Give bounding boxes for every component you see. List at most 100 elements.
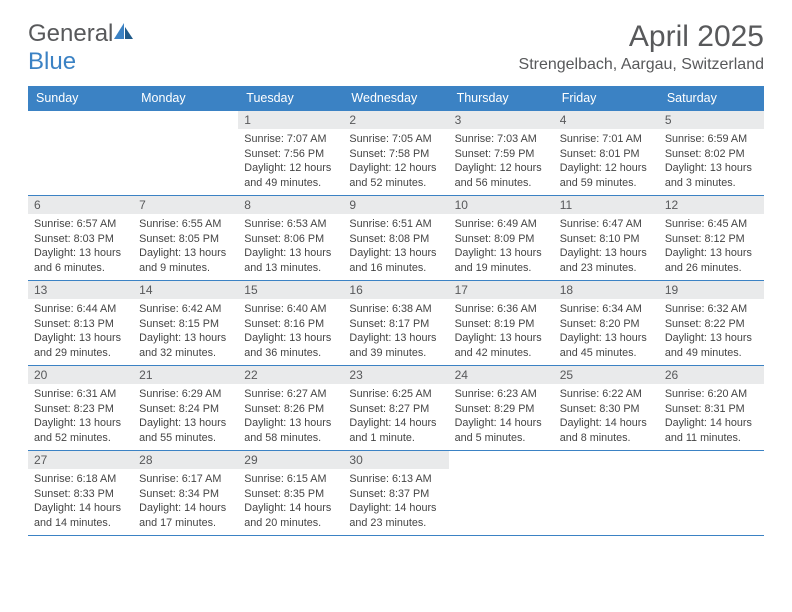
day-number: 9 bbox=[343, 196, 448, 214]
day-number: 24 bbox=[449, 366, 554, 384]
calendar-table: SundayMondayTuesdayWednesdayThursdayFrid… bbox=[28, 86, 764, 536]
day-details: Sunrise: 6:59 AMSunset: 8:02 PMDaylight:… bbox=[659, 129, 764, 194]
day-number: 6 bbox=[28, 196, 133, 214]
day-details: Sunrise: 7:01 AMSunset: 8:01 PMDaylight:… bbox=[554, 129, 659, 194]
calendar-day-cell bbox=[28, 111, 133, 196]
calendar-day-cell: 20Sunrise: 6:31 AMSunset: 8:23 PMDayligh… bbox=[28, 366, 133, 451]
day-number: 5 bbox=[659, 111, 764, 129]
day-details: Sunrise: 6:34 AMSunset: 8:20 PMDaylight:… bbox=[554, 299, 659, 364]
day-number: 1 bbox=[238, 111, 343, 129]
day-number: 3 bbox=[449, 111, 554, 129]
calendar-day-cell: 4Sunrise: 7:01 AMSunset: 8:01 PMDaylight… bbox=[554, 111, 659, 196]
weekday-header: Saturday bbox=[659, 86, 764, 111]
day-number: 28 bbox=[133, 451, 238, 469]
day-number: 20 bbox=[28, 366, 133, 384]
day-number: 10 bbox=[449, 196, 554, 214]
calendar-day-cell: 2Sunrise: 7:05 AMSunset: 7:58 PMDaylight… bbox=[343, 111, 448, 196]
calendar-day-cell: 7Sunrise: 6:55 AMSunset: 8:05 PMDaylight… bbox=[133, 196, 238, 281]
brand-text: GeneralBlue bbox=[28, 20, 135, 76]
day-number: 22 bbox=[238, 366, 343, 384]
day-number: 14 bbox=[133, 281, 238, 299]
sail-icon bbox=[113, 21, 135, 41]
calendar-day-cell: 11Sunrise: 6:47 AMSunset: 8:10 PMDayligh… bbox=[554, 196, 659, 281]
day-number: 12 bbox=[659, 196, 764, 214]
day-details: Sunrise: 6:45 AMSunset: 8:12 PMDaylight:… bbox=[659, 214, 764, 279]
brand-part2: Blue bbox=[28, 48, 76, 75]
calendar-week-row: 27Sunrise: 6:18 AMSunset: 8:33 PMDayligh… bbox=[28, 451, 764, 536]
day-number: 18 bbox=[554, 281, 659, 299]
calendar-day-cell: 27Sunrise: 6:18 AMSunset: 8:33 PMDayligh… bbox=[28, 451, 133, 536]
calendar-day-cell: 3Sunrise: 7:03 AMSunset: 7:59 PMDaylight… bbox=[449, 111, 554, 196]
day-details: Sunrise: 6:51 AMSunset: 8:08 PMDaylight:… bbox=[343, 214, 448, 279]
brand-logo: GeneralBlue bbox=[28, 20, 135, 76]
day-details: Sunrise: 7:05 AMSunset: 7:58 PMDaylight:… bbox=[343, 129, 448, 194]
day-details: Sunrise: 7:07 AMSunset: 7:56 PMDaylight:… bbox=[238, 129, 343, 194]
day-details: Sunrise: 6:31 AMSunset: 8:23 PMDaylight:… bbox=[28, 384, 133, 449]
calendar-day-cell: 25Sunrise: 6:22 AMSunset: 8:30 PMDayligh… bbox=[554, 366, 659, 451]
month-title: April 2025 bbox=[519, 20, 764, 54]
calendar-day-cell: 26Sunrise: 6:20 AMSunset: 8:31 PMDayligh… bbox=[659, 366, 764, 451]
calendar-week-row: 1Sunrise: 7:07 AMSunset: 7:56 PMDaylight… bbox=[28, 111, 764, 196]
day-number: 11 bbox=[554, 196, 659, 214]
day-details: Sunrise: 7:03 AMSunset: 7:59 PMDaylight:… bbox=[449, 129, 554, 194]
calendar-day-cell bbox=[449, 451, 554, 536]
day-details: Sunrise: 6:25 AMSunset: 8:27 PMDaylight:… bbox=[343, 384, 448, 449]
day-details: Sunrise: 6:22 AMSunset: 8:30 PMDaylight:… bbox=[554, 384, 659, 449]
calendar-day-cell: 21Sunrise: 6:29 AMSunset: 8:24 PMDayligh… bbox=[133, 366, 238, 451]
calendar-day-cell: 9Sunrise: 6:51 AMSunset: 8:08 PMDaylight… bbox=[343, 196, 448, 281]
day-details: Sunrise: 6:20 AMSunset: 8:31 PMDaylight:… bbox=[659, 384, 764, 449]
calendar-week-row: 6Sunrise: 6:57 AMSunset: 8:03 PMDaylight… bbox=[28, 196, 764, 281]
calendar-day-cell bbox=[133, 111, 238, 196]
weekday-header: Friday bbox=[554, 86, 659, 111]
day-details: Sunrise: 6:53 AMSunset: 8:06 PMDaylight:… bbox=[238, 214, 343, 279]
day-number: 26 bbox=[659, 366, 764, 384]
day-number: 19 bbox=[659, 281, 764, 299]
calendar-day-cell: 19Sunrise: 6:32 AMSunset: 8:22 PMDayligh… bbox=[659, 281, 764, 366]
day-details: Sunrise: 6:27 AMSunset: 8:26 PMDaylight:… bbox=[238, 384, 343, 449]
title-block: April 2025 Strengelbach, Aargau, Switzer… bbox=[519, 20, 764, 74]
day-number: 17 bbox=[449, 281, 554, 299]
weekday-header: Monday bbox=[133, 86, 238, 111]
calendar-day-cell: 5Sunrise: 6:59 AMSunset: 8:02 PMDaylight… bbox=[659, 111, 764, 196]
calendar-day-cell: 14Sunrise: 6:42 AMSunset: 8:15 PMDayligh… bbox=[133, 281, 238, 366]
day-details: Sunrise: 6:29 AMSunset: 8:24 PMDaylight:… bbox=[133, 384, 238, 449]
day-details: Sunrise: 6:49 AMSunset: 8:09 PMDaylight:… bbox=[449, 214, 554, 279]
calendar-day-cell: 8Sunrise: 6:53 AMSunset: 8:06 PMDaylight… bbox=[238, 196, 343, 281]
day-details: Sunrise: 6:55 AMSunset: 8:05 PMDaylight:… bbox=[133, 214, 238, 279]
day-details: Sunrise: 6:38 AMSunset: 8:17 PMDaylight:… bbox=[343, 299, 448, 364]
calendar-day-cell: 29Sunrise: 6:15 AMSunset: 8:35 PMDayligh… bbox=[238, 451, 343, 536]
weekday-header: Thursday bbox=[449, 86, 554, 111]
calendar-day-cell: 16Sunrise: 6:38 AMSunset: 8:17 PMDayligh… bbox=[343, 281, 448, 366]
calendar-day-cell: 10Sunrise: 6:49 AMSunset: 8:09 PMDayligh… bbox=[449, 196, 554, 281]
weekday-header: Sunday bbox=[28, 86, 133, 111]
calendar-day-cell: 30Sunrise: 6:13 AMSunset: 8:37 PMDayligh… bbox=[343, 451, 448, 536]
day-details: Sunrise: 6:32 AMSunset: 8:22 PMDaylight:… bbox=[659, 299, 764, 364]
day-number: 7 bbox=[133, 196, 238, 214]
day-details: Sunrise: 6:47 AMSunset: 8:10 PMDaylight:… bbox=[554, 214, 659, 279]
day-number: 2 bbox=[343, 111, 448, 129]
day-number: 13 bbox=[28, 281, 133, 299]
calendar-week-row: 20Sunrise: 6:31 AMSunset: 8:23 PMDayligh… bbox=[28, 366, 764, 451]
calendar-body: 1Sunrise: 7:07 AMSunset: 7:56 PMDaylight… bbox=[28, 111, 764, 536]
day-details: Sunrise: 6:13 AMSunset: 8:37 PMDaylight:… bbox=[343, 469, 448, 534]
calendar-week-row: 13Sunrise: 6:44 AMSunset: 8:13 PMDayligh… bbox=[28, 281, 764, 366]
day-details: Sunrise: 6:15 AMSunset: 8:35 PMDaylight:… bbox=[238, 469, 343, 534]
day-details: Sunrise: 6:17 AMSunset: 8:34 PMDaylight:… bbox=[133, 469, 238, 534]
calendar-header-row: SundayMondayTuesdayWednesdayThursdayFrid… bbox=[28, 86, 764, 111]
calendar-day-cell: 23Sunrise: 6:25 AMSunset: 8:27 PMDayligh… bbox=[343, 366, 448, 451]
calendar-day-cell bbox=[659, 451, 764, 536]
day-number: 8 bbox=[238, 196, 343, 214]
day-details: Sunrise: 6:18 AMSunset: 8:33 PMDaylight:… bbox=[28, 469, 133, 534]
day-details: Sunrise: 6:44 AMSunset: 8:13 PMDaylight:… bbox=[28, 299, 133, 364]
calendar-day-cell: 22Sunrise: 6:27 AMSunset: 8:26 PMDayligh… bbox=[238, 366, 343, 451]
day-details: Sunrise: 6:42 AMSunset: 8:15 PMDaylight:… bbox=[133, 299, 238, 364]
weekday-header: Wednesday bbox=[343, 86, 448, 111]
day-details: Sunrise: 6:57 AMSunset: 8:03 PMDaylight:… bbox=[28, 214, 133, 279]
calendar-day-cell: 13Sunrise: 6:44 AMSunset: 8:13 PMDayligh… bbox=[28, 281, 133, 366]
day-number: 30 bbox=[343, 451, 448, 469]
day-number: 25 bbox=[554, 366, 659, 384]
calendar-day-cell: 18Sunrise: 6:34 AMSunset: 8:20 PMDayligh… bbox=[554, 281, 659, 366]
day-details: Sunrise: 6:40 AMSunset: 8:16 PMDaylight:… bbox=[238, 299, 343, 364]
brand-part1: General bbox=[28, 20, 113, 47]
calendar-day-cell: 17Sunrise: 6:36 AMSunset: 8:19 PMDayligh… bbox=[449, 281, 554, 366]
